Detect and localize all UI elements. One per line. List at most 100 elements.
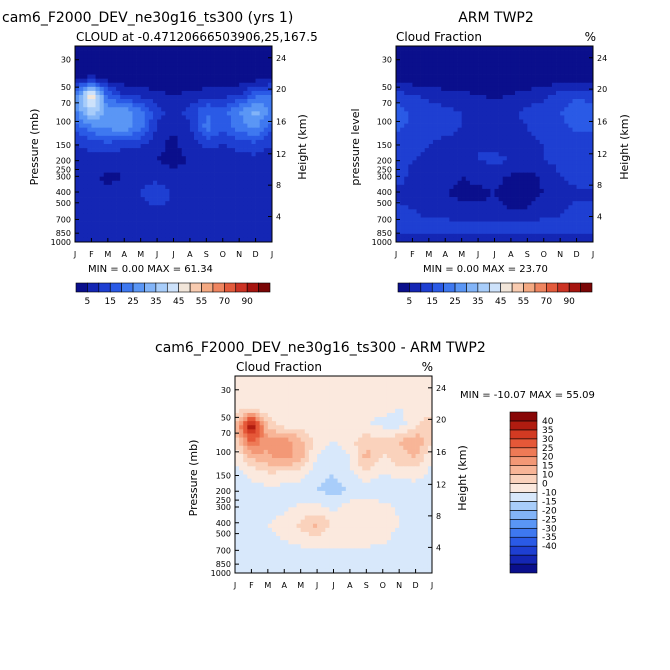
field-cell bbox=[202, 233, 207, 239]
field-cell bbox=[506, 184, 512, 190]
field-cell bbox=[580, 86, 586, 92]
field-cell bbox=[247, 70, 252, 75]
field-cell bbox=[404, 213, 409, 218]
field-cell bbox=[441, 139, 446, 145]
field-cell bbox=[564, 152, 569, 157]
field-cell bbox=[568, 152, 573, 157]
field-cell bbox=[157, 103, 162, 108]
field-cell bbox=[465, 66, 471, 71]
field-cell bbox=[543, 225, 549, 231]
field-cell bbox=[144, 213, 150, 218]
field-cell bbox=[91, 221, 96, 227]
field-cell bbox=[79, 123, 84, 129]
field-cell bbox=[432, 160, 438, 165]
field-cell bbox=[370, 388, 375, 393]
field-cell bbox=[243, 144, 248, 149]
field-cell bbox=[259, 119, 265, 124]
field-cell bbox=[428, 135, 434, 141]
field-cell bbox=[547, 237, 553, 243]
field-cell bbox=[527, 172, 532, 178]
field-cell bbox=[132, 144, 137, 149]
field-cell bbox=[519, 233, 524, 239]
field-cell bbox=[95, 66, 100, 71]
field-cell bbox=[165, 233, 170, 239]
field-cell bbox=[473, 152, 479, 157]
field-cell bbox=[457, 144, 463, 149]
field-cell bbox=[576, 225, 582, 231]
field-cell bbox=[259, 90, 265, 96]
field-cell bbox=[416, 107, 421, 112]
field-cell bbox=[445, 115, 450, 120]
field-cell bbox=[543, 107, 549, 112]
field-cell bbox=[580, 144, 586, 149]
field-cell bbox=[568, 229, 573, 235]
field-cell bbox=[478, 62, 483, 67]
field-cell bbox=[214, 50, 219, 55]
field-cell bbox=[177, 119, 183, 124]
field-cell bbox=[189, 62, 195, 67]
field-cell bbox=[263, 119, 269, 124]
field-cell bbox=[564, 164, 569, 169]
field-cell bbox=[498, 209, 504, 214]
field-cell bbox=[144, 70, 150, 75]
field-cell bbox=[111, 82, 117, 88]
field-cell bbox=[243, 172, 248, 178]
field-cell bbox=[235, 172, 240, 178]
field-cell bbox=[465, 90, 471, 96]
field-cell bbox=[424, 131, 430, 137]
field-cell bbox=[584, 201, 590, 206]
field-cell bbox=[560, 205, 565, 210]
field-cell bbox=[428, 50, 434, 55]
field-cell bbox=[181, 201, 187, 206]
field-cell bbox=[189, 144, 195, 149]
field-cell bbox=[79, 119, 84, 124]
height-tick-label: 12 bbox=[276, 150, 286, 159]
field-cell bbox=[103, 217, 109, 222]
field-cell bbox=[539, 197, 545, 202]
field-cell bbox=[161, 46, 166, 51]
field-cell bbox=[194, 131, 199, 137]
field-cell bbox=[473, 237, 479, 243]
field-cell bbox=[568, 111, 573, 116]
field-cell bbox=[251, 205, 256, 210]
field-cell bbox=[107, 205, 113, 210]
field-cell bbox=[445, 233, 450, 239]
field-cell bbox=[551, 115, 557, 120]
field-cell bbox=[543, 164, 549, 169]
field-cell bbox=[198, 119, 203, 124]
field-cell bbox=[498, 123, 504, 129]
field-cell bbox=[128, 156, 133, 161]
field-cell bbox=[556, 201, 561, 206]
field-cell bbox=[218, 144, 224, 149]
field-cell bbox=[120, 115, 125, 120]
field-cell bbox=[469, 74, 475, 80]
field-cell bbox=[395, 380, 400, 385]
field-cell bbox=[539, 168, 545, 173]
field-cell bbox=[210, 103, 215, 108]
field-cell bbox=[177, 74, 183, 80]
field-cell bbox=[95, 74, 100, 80]
field-cell bbox=[189, 188, 195, 194]
field-cell bbox=[584, 233, 590, 239]
field-cell bbox=[457, 148, 463, 153]
field-cell bbox=[349, 376, 355, 381]
field-cell bbox=[502, 135, 508, 141]
field-cell bbox=[502, 58, 508, 63]
field-cell bbox=[103, 193, 109, 198]
field-cell bbox=[111, 188, 117, 194]
field-cell bbox=[547, 160, 553, 165]
field-cell bbox=[404, 115, 409, 120]
field-cell bbox=[169, 115, 174, 120]
field-cell bbox=[83, 115, 88, 120]
field-cell bbox=[445, 201, 450, 206]
field-cell bbox=[486, 50, 491, 55]
field-cell bbox=[185, 127, 191, 133]
field-cell bbox=[580, 209, 586, 214]
field-cell bbox=[416, 233, 421, 239]
field-cell bbox=[230, 172, 236, 178]
field-cell bbox=[441, 237, 446, 243]
field-cell bbox=[173, 103, 178, 108]
field-cell bbox=[370, 384, 375, 389]
field-cell bbox=[527, 156, 532, 161]
field-cell bbox=[218, 148, 224, 153]
